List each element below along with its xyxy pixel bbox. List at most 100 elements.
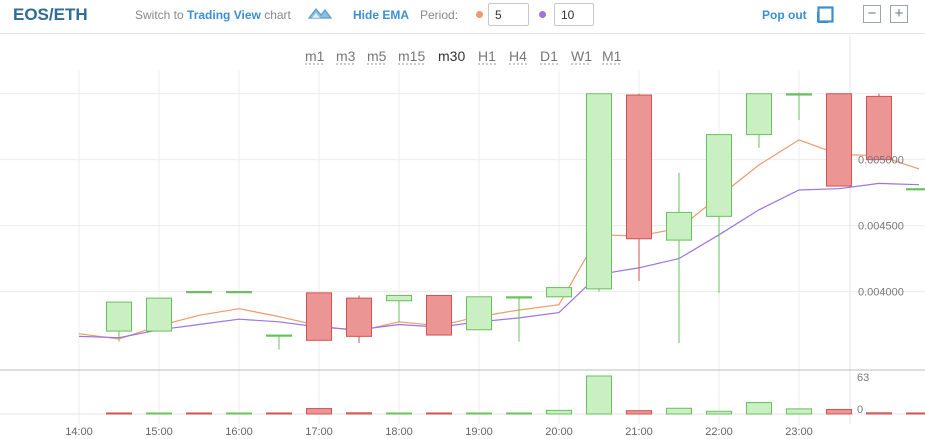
timeframe-m5[interactable]: m5	[367, 48, 387, 64]
candle-body	[826, 93, 852, 187]
minimize-button[interactable]: −	[863, 5, 881, 23]
y-tick-label: 0.005000	[858, 155, 904, 167]
x-tick-label: 23:00	[785, 426, 813, 438]
candle-body	[466, 296, 492, 331]
hide-ema-button[interactable]: Hide EMA	[353, 8, 410, 22]
x-tick-label: 22:00	[705, 426, 733, 438]
y-tick-label: 0.004500	[858, 221, 904, 233]
candle-body	[746, 93, 772, 136]
volume-bar	[786, 408, 812, 415]
volume-bar	[426, 412, 452, 415]
trading-view-icon[interactable]	[308, 4, 332, 22]
candle-body	[546, 287, 572, 298]
volume-bar	[146, 412, 172, 415]
timeframe-m1[interactable]: m1	[305, 48, 325, 64]
maximize-button[interactable]: +	[890, 5, 908, 23]
switch-chart-link[interactable]: Switch to Trading View chart	[135, 8, 291, 22]
timeframe-selector: m1 m3 m5 m15 m30 H1 H4 D1 W1 M1	[305, 48, 622, 65]
volume-bar	[226, 412, 252, 415]
timeframe-m15[interactable]: m15	[398, 48, 425, 64]
timeframe-m30[interactable]: m30	[438, 48, 465, 64]
candle-body	[266, 334, 292, 337]
candle-body	[186, 291, 212, 294]
candle-body	[306, 292, 332, 341]
ema-lines	[78, 139, 920, 340]
candle-body	[506, 296, 532, 299]
volume-bar	[386, 412, 412, 415]
volume-bar	[266, 412, 292, 415]
pop-out-icon[interactable]	[817, 6, 834, 23]
candle	[386, 294, 412, 322]
x-tick-label: 19:00	[465, 426, 493, 438]
volume-bar	[906, 412, 925, 415]
ema-slow-color-dot	[539, 11, 546, 18]
period-2-input[interactable]	[554, 3, 594, 26]
volume-bar	[346, 412, 372, 415]
ema-fast-color-dot	[476, 11, 483, 18]
candle-body	[586, 93, 612, 290]
y-tick-label: 0.004000	[858, 287, 904, 299]
volume-bars	[106, 375, 925, 415]
candle	[626, 93, 652, 281]
candle-body	[906, 188, 925, 191]
volume-bar	[826, 408, 852, 415]
trading-view-label[interactable]: Trading View	[187, 8, 261, 22]
candlestick-chart: m1 m3 m5 m15 m30 H1 H4 D1 W1 M1 14:00 15:00 16:00 17…	[0, 35, 925, 438]
x-tick-label: 20:00	[545, 426, 573, 438]
candle	[786, 92, 812, 121]
x-tick-label: 21:00	[625, 426, 653, 438]
candle	[706, 134, 732, 293]
x-tick-label: 16:00	[225, 426, 253, 438]
timeframe-W1[interactable]: W1	[571, 48, 592, 64]
ema-fast-line	[78, 139, 920, 340]
volume-bar	[186, 412, 212, 415]
candle	[546, 287, 572, 298]
candle-body	[346, 297, 372, 337]
candle-body	[706, 134, 732, 217]
candle-body	[386, 294, 412, 302]
switch-suffix: chart	[264, 8, 291, 22]
candle	[666, 172, 692, 343]
candle	[826, 93, 852, 187]
timeframe-H4[interactable]: H4	[509, 48, 527, 64]
candle	[346, 295, 372, 343]
volume-bar	[106, 412, 132, 415]
x-tick-label: 17:00	[305, 426, 333, 438]
timeframe-D1[interactable]: D1	[540, 48, 558, 64]
axis-labels: 14:00 15:00 16:00 17:00 18:00 19:00 20:00 21:00…	[65, 155, 904, 438]
volume-bar	[586, 375, 612, 415]
ema-slow-line	[78, 182, 920, 339]
candle	[266, 334, 292, 350]
pop-out-button[interactable]: Pop out	[762, 8, 807, 22]
candle	[746, 93, 772, 148]
timeframe-H1[interactable]: H1	[478, 48, 496, 64]
candle-body	[866, 95, 892, 161]
candle	[466, 296, 492, 331]
chart-header: EOS/ETH Switch to Trading View chart Hid…	[0, 0, 925, 34]
volume-bar	[666, 407, 692, 415]
candle	[506, 296, 532, 342]
candle	[906, 188, 925, 191]
candle	[866, 93, 892, 161]
period-label: Period:	[420, 8, 459, 22]
x-tick-label: 18:00	[385, 426, 413, 438]
period-1-input[interactable]	[488, 3, 529, 26]
candle-body	[426, 294, 452, 336]
volume-tick-label: 63	[857, 372, 869, 384]
volume-bar	[506, 412, 532, 415]
timeframe-M1[interactable]: M1	[602, 48, 622, 64]
candle	[426, 294, 452, 336]
volume-bar	[466, 412, 492, 415]
timeframe-m3[interactable]: m3	[336, 48, 356, 64]
candle	[586, 93, 612, 292]
candle-body	[226, 291, 252, 294]
candle	[186, 291, 212, 294]
volume-bar	[306, 408, 332, 415]
candle-body	[146, 297, 172, 332]
candle-body	[786, 93, 812, 96]
volume-bar	[626, 410, 652, 415]
x-tick-label: 15:00	[145, 426, 173, 438]
candle-body	[106, 301, 132, 332]
candle	[106, 301, 132, 342]
candles	[106, 92, 925, 350]
